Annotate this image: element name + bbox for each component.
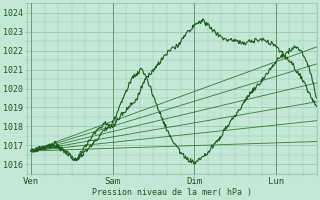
- X-axis label: Pression niveau de la mer( hPa ): Pression niveau de la mer( hPa ): [92, 188, 252, 197]
